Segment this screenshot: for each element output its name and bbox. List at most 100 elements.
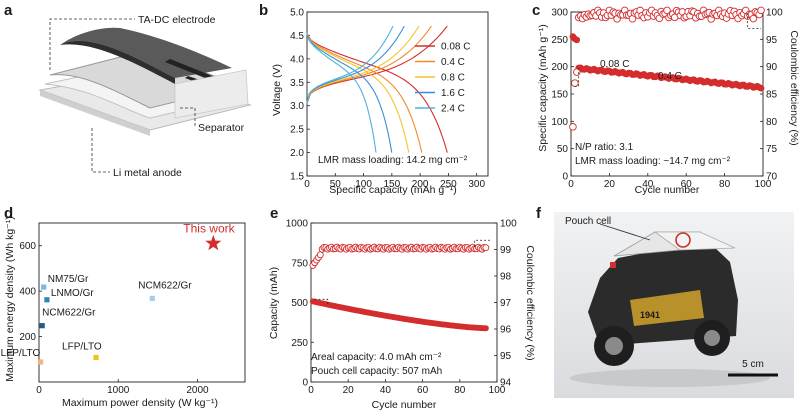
y-tick-label: 600 xyxy=(19,241,36,252)
x-tick-label: 100 xyxy=(355,179,372,190)
chart-e-ylabel: Capacity (mAh) xyxy=(268,267,280,339)
ta-dc-electrode-film xyxy=(60,27,232,78)
point-label: LFP/LTO xyxy=(1,348,41,359)
chart-b-ylabel: Voltage (V) xyxy=(271,64,283,116)
panel-e-label: e xyxy=(270,205,278,222)
x-tick-label: 100 xyxy=(489,385,506,396)
y-tick-label: 0 xyxy=(302,378,308,389)
y-tick-label: 1.5 xyxy=(290,172,304,183)
legend-label: 0.8 C xyxy=(441,73,465,84)
y2-tick-label: 95 xyxy=(766,35,778,46)
ce-axis-pointer xyxy=(747,13,762,29)
car-door-decal xyxy=(630,290,704,326)
point-label: NM75/Gr xyxy=(48,274,89,285)
legend-label: 2.4 C xyxy=(441,104,465,115)
point-label: NCM622/Gr xyxy=(138,280,192,291)
y2-tick-label: 98 xyxy=(500,272,512,283)
chart-e-xlabel: Cycle number xyxy=(372,399,437,411)
legend-label: 0.08 C xyxy=(441,42,470,53)
ce-point xyxy=(482,244,490,252)
legend-label: 1.6 C xyxy=(441,88,465,99)
panel-d-label: d xyxy=(4,205,13,222)
separator-label: Separator xyxy=(198,122,245,134)
y2-tick-label: 95 xyxy=(500,351,512,362)
chart-b-xlabel: Specific capacity (mAh g⁻¹) xyxy=(329,184,457,196)
anode-leader-line xyxy=(91,128,110,173)
y2-tick-label: 100 xyxy=(766,8,783,19)
y-tick-label: 500 xyxy=(291,298,308,309)
square-marker xyxy=(39,323,45,329)
y-tick-label: 0 xyxy=(562,172,568,183)
discharge-curve-0.4C xyxy=(306,32,423,153)
chart-b-annotation: LMR mass loading: 14.2 mg cm⁻² xyxy=(318,155,468,166)
x-tick-label: 2000 xyxy=(186,385,209,396)
y2-tick-label: 99 xyxy=(500,245,512,256)
chart-c-ylabel: Specific capacity (mAh g⁻¹) xyxy=(537,24,549,152)
pouch-cell-logo xyxy=(675,232,691,248)
y-tick-label: 250 xyxy=(551,35,568,46)
chart-b-legend: 0.08 C 0.4 C 0.8 C 1.6 C 2.4 C xyxy=(415,42,470,115)
ce-axis-pointer xyxy=(474,239,492,247)
legend-label: 0.4 C xyxy=(441,57,465,68)
chart-c-label-high-rate: 0.4 C xyxy=(658,71,682,82)
y2-tick-label: 75 xyxy=(766,144,778,155)
chart-e-annotation-pouch: Pouch cell capacity: 507 mAh xyxy=(311,366,442,377)
x-tick-label: 200 xyxy=(412,179,429,190)
chart-e-marks xyxy=(309,239,492,332)
panel-d: d 0 1000 2000 200 400 600 This work NM75/Gr LNM… xyxy=(1,205,246,409)
chart-d-ylabel: Maximum energy density (Wh kg⁻¹) xyxy=(4,216,16,381)
x-tick-label: 60 xyxy=(681,179,693,190)
square-marker xyxy=(44,297,50,303)
x-tick-label: 250 xyxy=(440,179,457,190)
x-tick-label: 40 xyxy=(642,179,654,190)
x-tick-label: 60 xyxy=(417,385,429,396)
y2-tick-label: 100 xyxy=(500,219,517,230)
car-shadow xyxy=(570,369,770,387)
y2-tick-label: 85 xyxy=(766,90,778,101)
y-tick-label: 2.5 xyxy=(290,125,304,136)
point-label: LNMO/Gr xyxy=(51,288,94,299)
capacity-point-high-rate xyxy=(757,84,765,92)
x-tick-label: 20 xyxy=(604,179,616,190)
chart-d-xlabel: Maximum power density (W kg⁻¹) xyxy=(62,397,218,409)
x-tick-label: 80 xyxy=(454,385,466,396)
chart-e-annotation-areal: Areal capacity: 4.0 mAh cm⁻² xyxy=(311,352,442,363)
discharge-curve-0.8C xyxy=(306,32,410,153)
y-tick-label: 4.5 xyxy=(290,31,304,42)
charge-curve-1.6C xyxy=(306,25,405,104)
star-marker-this-work xyxy=(205,234,222,251)
car-light xyxy=(610,262,616,268)
x-tick-label: 20 xyxy=(343,385,355,396)
panel-c-label: c xyxy=(532,2,540,19)
point-label: LFP/LTO xyxy=(62,341,102,352)
y-tick-label: 100 xyxy=(551,117,568,128)
chart-c-y2label: Coulombic efficiency (%) xyxy=(788,30,800,145)
x-tick-label: 40 xyxy=(380,385,392,396)
y-tick-label: 4.0 xyxy=(290,54,304,65)
panel-e: e 0 20 40 60 80 10002505007501000949596979899… xyxy=(268,205,536,411)
chart-d-axes: 0 1000 2000 200 400 600 xyxy=(19,222,246,396)
anode-edge xyxy=(40,90,150,136)
y-tick-label: 750 xyxy=(291,258,308,269)
x-tick-label: 80 xyxy=(719,179,731,190)
x-tick-label: 0 xyxy=(568,179,574,190)
y-tick-label: 50 xyxy=(557,144,569,155)
ce-point xyxy=(757,6,765,15)
x-tick-label: 150 xyxy=(384,179,401,190)
y-tick-label: 5.0 xyxy=(290,8,304,19)
y2-tick-label: 80 xyxy=(766,117,778,128)
panel-a: a TA-DC electrode Separator Li metal ano… xyxy=(4,2,252,179)
y-tick-label: 400 xyxy=(19,287,36,298)
point-label-this-work: This work xyxy=(183,221,235,235)
car-decal-number: 1941 xyxy=(640,310,660,320)
y-tick-label: 300 xyxy=(551,8,568,19)
chart-d-marks: This work NM75/Gr LNMO/Gr NCM622/Gr NCM622/G… xyxy=(1,221,236,365)
chart-b-axes: 0 50 100 150 200 250 300 1.5 2.0 2.5 3.0 3.5 4.0 4.5 5… xyxy=(290,8,489,190)
ce-point xyxy=(571,79,579,87)
x-tick-label: 100 xyxy=(755,179,772,190)
y2-tick-label: 70 xyxy=(766,172,778,183)
front-wheel-hub xyxy=(605,337,623,355)
y2-tick-label: 96 xyxy=(500,325,512,336)
charge-curve-2.4C xyxy=(306,25,394,104)
ce-point xyxy=(749,14,758,23)
